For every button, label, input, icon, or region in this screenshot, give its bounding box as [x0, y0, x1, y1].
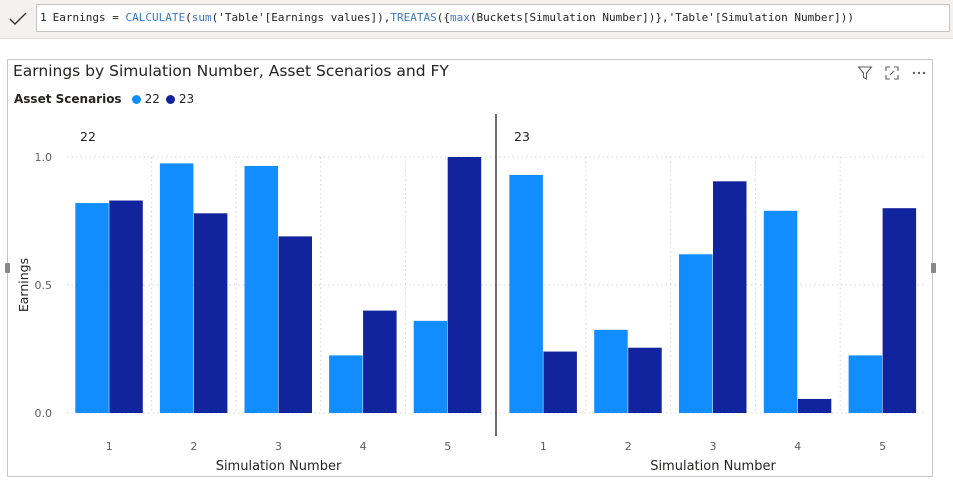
formula-input[interactable]: 1 Earnings = CALCULATE(sum('Table'[Earnin…: [36, 4, 950, 32]
bar-panel23-series22-cat1: [509, 174, 543, 413]
x-tick-label: 1: [540, 440, 547, 453]
bar-panel23-series22-cat3: [679, 254, 713, 413]
y-tick-label: 0.0: [35, 407, 53, 420]
formula-equals: =: [105, 11, 126, 24]
y-axis-label: Earnings: [16, 258, 31, 312]
x-tick-label: 5: [879, 440, 886, 453]
formula-fn-max: max: [450, 11, 470, 24]
formula-line-number: 1: [40, 11, 47, 24]
bar-panel22-series22-cat1: [75, 203, 109, 413]
x-tick-label: 1: [106, 440, 113, 453]
bar-panel23-series22-cat2: [594, 329, 628, 413]
bar-panel23-series23-cat3: [713, 181, 747, 413]
commit-formula-button[interactable]: [0, 0, 36, 38]
checkmark-icon: [9, 12, 27, 25]
legend-item-23[interactable]: 23: [165, 92, 195, 106]
formula-fn-treatas: TREATAS: [390, 11, 437, 24]
x-tick-label: 4: [360, 440, 367, 453]
bar-panel23-series23-cat4: [797, 398, 832, 413]
formula-measure-name: Earnings: [52, 11, 106, 24]
formula-part: (: [185, 11, 192, 24]
legend-dot-23: [165, 94, 175, 104]
legend-item-22[interactable]: 22: [131, 92, 160, 106]
panel-label-22: 22: [80, 129, 96, 144]
bar-panel22-series22-cat4: [329, 355, 363, 413]
resize-handle-left[interactable]: [5, 263, 10, 273]
legend-title: Asset Scenarios: [14, 92, 122, 106]
bar-panel23-series23-cat2: [628, 347, 662, 413]
y-tick-label: 1.0: [35, 151, 53, 164]
x-tick-label: 4: [794, 440, 801, 453]
formula-arg-buckets: (Buckets[Simulation Number])},'Table'[Si…: [469, 11, 854, 24]
filter-icon[interactable]: [856, 64, 874, 82]
legend-dot-22: [131, 94, 141, 104]
bar-panel22-series23-cat1: [109, 200, 143, 413]
formula-fn-sum: sum: [191, 11, 212, 24]
x-tick-label: 5: [444, 440, 451, 453]
bar-panel22-series23-cat2: [193, 213, 228, 413]
bar-panel23-series23-cat1: [543, 351, 577, 413]
x-tick-label: 2: [625, 440, 632, 453]
bar-panel23-series22-cat4: [763, 210, 798, 413]
panel-label-23: 23: [514, 129, 530, 144]
legend-label-23: 23: [178, 92, 195, 106]
bar-panel22-series23-cat5: [447, 157, 482, 413]
x-tick-label: 2: [190, 440, 197, 453]
formula-bar: 1 Earnings = CALCULATE(sum('Table'[Earnin…: [0, 0, 953, 39]
x-axis-label: Simulation Number: [216, 459, 342, 474]
y-tick-label: 0.5: [35, 279, 53, 292]
legend-label-22: 22: [144, 92, 160, 106]
focus-mode-icon[interactable]: [883, 64, 901, 82]
x-tick-label: 3: [710, 440, 717, 453]
more-options-icon[interactable]: [910, 64, 928, 82]
bar-panel22-series22-cat3: [244, 165, 278, 413]
legend: Asset Scenarios 22 23: [14, 92, 200, 106]
formula-part: ({: [436, 11, 451, 24]
bar-panel22-series23-cat3: [278, 236, 312, 413]
resize-handle-right[interactable]: [931, 263, 936, 273]
bar-panel22-series22-cat2: [159, 163, 194, 413]
visual-header-icons: [856, 64, 928, 82]
formula-arg-earnings: ('Table'[Earnings values]),: [211, 11, 391, 24]
bar-panel22-series22-cat5: [413, 320, 448, 413]
visual-title: Earnings by Simulation Number, Asset Sce…: [13, 62, 449, 80]
x-axis-label: Simulation Number: [650, 459, 776, 474]
bar-panel22-series23-cat4: [363, 310, 397, 413]
formula-fn-calculate: CALCULATE: [125, 11, 186, 24]
x-tick-label: 3: [275, 440, 282, 453]
bar-panel23-series23-cat5: [882, 208, 917, 413]
bar-panel23-series22-cat5: [848, 355, 883, 413]
